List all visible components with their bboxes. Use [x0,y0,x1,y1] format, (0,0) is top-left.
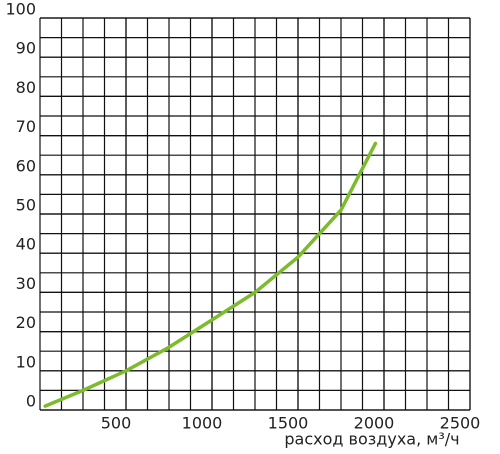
y-tick-label: 70 [16,117,36,136]
y-tick-label: 60 [16,156,36,175]
y-tick-label: 0 [26,392,36,411]
x-tick-label: 500 [101,414,132,433]
y-tick-label: 100 [5,0,36,19]
y-tick-label: 50 [16,196,36,215]
x-tick-label: 1000 [182,414,223,433]
x-axis-label: расход воздуха, м³/ч [284,430,459,449]
y-tick-label: 10 [16,352,36,371]
y-tick-label: 20 [16,313,36,332]
data-line [43,141,378,408]
y-tick-label: 80 [16,78,36,97]
y-tick-label: 30 [16,274,36,293]
x-tick-label: 1500 [268,414,309,433]
x-tick-label: 2500 [440,414,481,433]
x-tick-label: 2000 [354,414,395,433]
y-tick-label: 90 [16,39,36,58]
y-tick-label: 40 [16,235,36,254]
